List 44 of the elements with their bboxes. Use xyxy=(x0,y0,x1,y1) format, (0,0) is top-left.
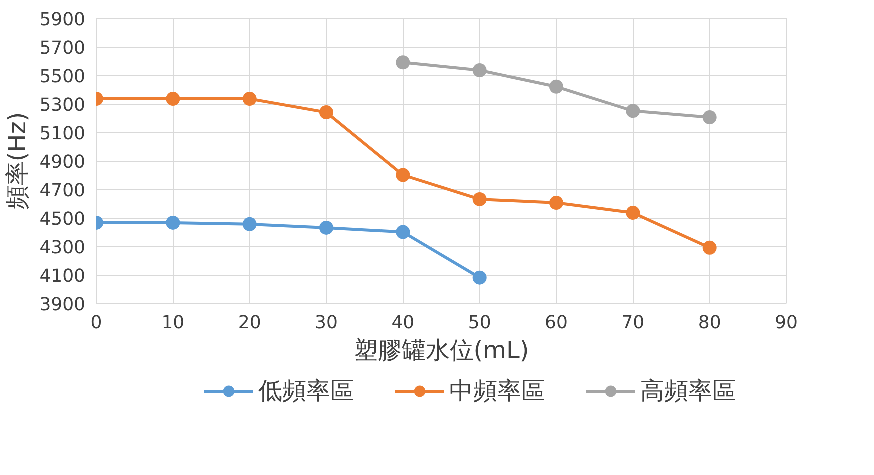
x-tick-label: 40 xyxy=(392,312,415,334)
point xyxy=(626,104,640,118)
y-tick-label: 5900 xyxy=(40,10,86,30)
y-tick-label: 5700 xyxy=(40,38,86,59)
legend-label: 高頻率區 xyxy=(640,376,736,407)
y-axis-title: 頻率(Hz) xyxy=(4,112,32,210)
point xyxy=(472,64,487,78)
y-tick-label: 4900 xyxy=(40,152,86,173)
y-tick-label: 4300 xyxy=(40,238,86,258)
point xyxy=(550,80,564,94)
point xyxy=(472,192,487,206)
point xyxy=(702,240,717,255)
point xyxy=(626,206,640,220)
point xyxy=(166,92,180,106)
legend-label: 低頻率區 xyxy=(258,376,354,407)
point xyxy=(320,220,334,235)
point xyxy=(550,196,564,210)
point xyxy=(396,225,410,240)
x-tick-label: 70 xyxy=(622,312,645,334)
legend-label: 中頻率區 xyxy=(450,376,546,407)
x-tick-label: 10 xyxy=(162,312,185,334)
x-tick-label: 30 xyxy=(315,312,338,334)
x-tick-label: 20 xyxy=(238,312,262,334)
x-tick-label: 60 xyxy=(545,312,568,334)
y-tick-label: 3900 xyxy=(40,294,86,316)
point xyxy=(242,217,257,232)
point xyxy=(320,106,334,120)
point xyxy=(396,168,410,182)
x-tick-label: 80 xyxy=(698,312,722,334)
x-axis-title: 塑膠罐水位(mL) xyxy=(354,336,530,364)
x-tick-label: 0 xyxy=(90,312,102,334)
point xyxy=(702,110,717,125)
y-tick-label: 5300 xyxy=(40,95,86,116)
y-tick-label: 4100 xyxy=(40,266,86,287)
y-tick-label: 4500 xyxy=(40,209,86,230)
y-tick-label: 4700 xyxy=(40,180,86,202)
y-tick-label: 5500 xyxy=(40,66,86,88)
point xyxy=(242,92,257,106)
point xyxy=(396,56,410,70)
x-tick-label: 50 xyxy=(468,312,492,334)
x-tick-label: 90 xyxy=(775,312,798,334)
point xyxy=(472,270,487,285)
point xyxy=(166,216,180,230)
y-tick-label: 5100 xyxy=(40,124,86,144)
